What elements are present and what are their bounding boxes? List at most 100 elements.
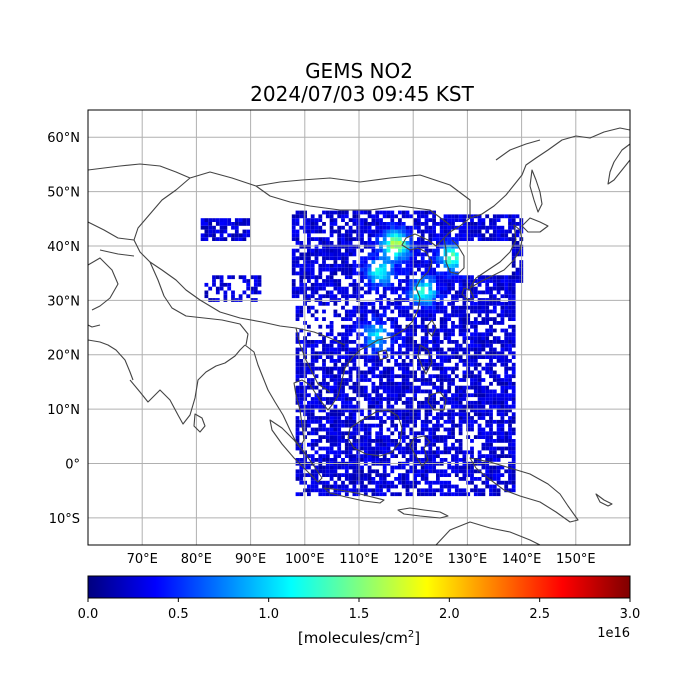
no2-cell <box>500 416 505 420</box>
no2-cell <box>375 397 380 401</box>
no2-cell <box>424 301 429 306</box>
no2-cell <box>409 431 414 436</box>
no2-cell <box>496 473 501 478</box>
no2-cell <box>379 385 383 390</box>
no2-cell <box>344 431 349 436</box>
no2-cell <box>295 446 300 451</box>
no2-cell <box>489 301 493 306</box>
no2-cell <box>398 435 402 440</box>
no2-cell <box>454 404 459 409</box>
no2-cell <box>428 233 433 238</box>
no2-cell <box>473 381 478 386</box>
no2-cell <box>451 381 455 386</box>
no2-cell <box>337 359 342 363</box>
no2-cell <box>473 366 478 371</box>
no2-cell <box>424 313 429 318</box>
no2-cell <box>470 378 474 382</box>
no2-cell <box>390 454 395 459</box>
no2-cell <box>485 408 490 413</box>
no2-cell <box>360 271 364 276</box>
no2-cell <box>409 256 414 261</box>
no2-cell <box>356 343 361 348</box>
no2-cell <box>367 210 372 215</box>
no2-cell <box>401 252 406 257</box>
no2-cell <box>352 366 357 371</box>
no2-cell <box>295 233 300 238</box>
no2-cell <box>344 404 349 409</box>
no2-cell <box>360 370 364 375</box>
lesser-sunda <box>397 507 449 519</box>
no2-cell <box>352 412 357 417</box>
no2-cell <box>443 309 448 314</box>
no2-cell <box>371 233 376 238</box>
no2-cell <box>295 366 300 371</box>
no2-cell <box>337 313 342 318</box>
no2-cell <box>318 340 323 344</box>
no2-cell <box>447 397 452 401</box>
no2-cell <box>447 347 452 352</box>
no2-cell <box>375 275 380 280</box>
no2-cell <box>329 347 334 352</box>
no2-cell <box>451 400 455 405</box>
no2-cell <box>398 218 402 223</box>
no2-cell <box>246 286 251 291</box>
no2-cell <box>447 446 452 451</box>
no2-cell <box>318 351 323 356</box>
no2-cell <box>382 419 387 424</box>
no2-cell <box>379 359 383 363</box>
no2-cell <box>307 294 311 299</box>
no2-cell <box>496 286 501 291</box>
no2-cell <box>432 366 436 371</box>
no2-cell <box>318 416 323 420</box>
no2-cell <box>409 469 414 474</box>
no2-cell <box>489 343 493 348</box>
no2-cell <box>363 431 368 436</box>
no2-cell <box>405 484 410 489</box>
no2-cell <box>485 446 490 451</box>
no2-cell <box>337 492 342 497</box>
no2-cell <box>333 442 338 447</box>
no2-cell <box>363 263 368 268</box>
no2-cell <box>439 328 444 333</box>
no2-cell <box>485 317 490 322</box>
no2-cell <box>310 305 315 310</box>
no2-cell <box>352 267 357 272</box>
no2-cell <box>341 480 345 485</box>
no2-cell <box>333 469 338 474</box>
no2-cell <box>454 275 459 280</box>
no2-cell <box>436 290 440 295</box>
no2-cell <box>367 275 372 280</box>
no2-cell <box>337 290 342 295</box>
no2-cell <box>352 313 357 318</box>
no2-cell <box>420 362 425 367</box>
no2-cell <box>454 450 459 455</box>
no2-cell <box>348 423 353 428</box>
no2-cell <box>367 328 372 333</box>
no2-cell <box>310 404 315 409</box>
no2-cell <box>386 222 391 226</box>
no2-cell <box>462 404 467 409</box>
no2-cell <box>379 431 383 436</box>
no2-cell <box>318 397 323 401</box>
no2-cell <box>492 397 497 401</box>
no2-cell <box>462 233 467 238</box>
no2-cell <box>492 225 497 230</box>
no2-cell <box>489 484 493 489</box>
no2-cell <box>458 400 463 405</box>
no2-cell <box>333 282 338 287</box>
no2-cell <box>322 381 326 386</box>
no2-cell <box>405 435 410 440</box>
okhotsk-north <box>495 139 541 161</box>
no2-cell <box>447 244 452 249</box>
india-west-coast <box>88 339 134 381</box>
no2-cell <box>307 454 311 459</box>
no2-cell <box>485 480 490 485</box>
no2-cell <box>511 419 516 424</box>
no2-cell <box>212 225 216 230</box>
no2-cell <box>375 450 380 455</box>
no2-cell <box>295 305 300 310</box>
no2-cell <box>382 279 387 283</box>
no2-cell <box>394 385 398 390</box>
no2-cell <box>458 393 463 398</box>
no2-cell <box>371 328 376 333</box>
